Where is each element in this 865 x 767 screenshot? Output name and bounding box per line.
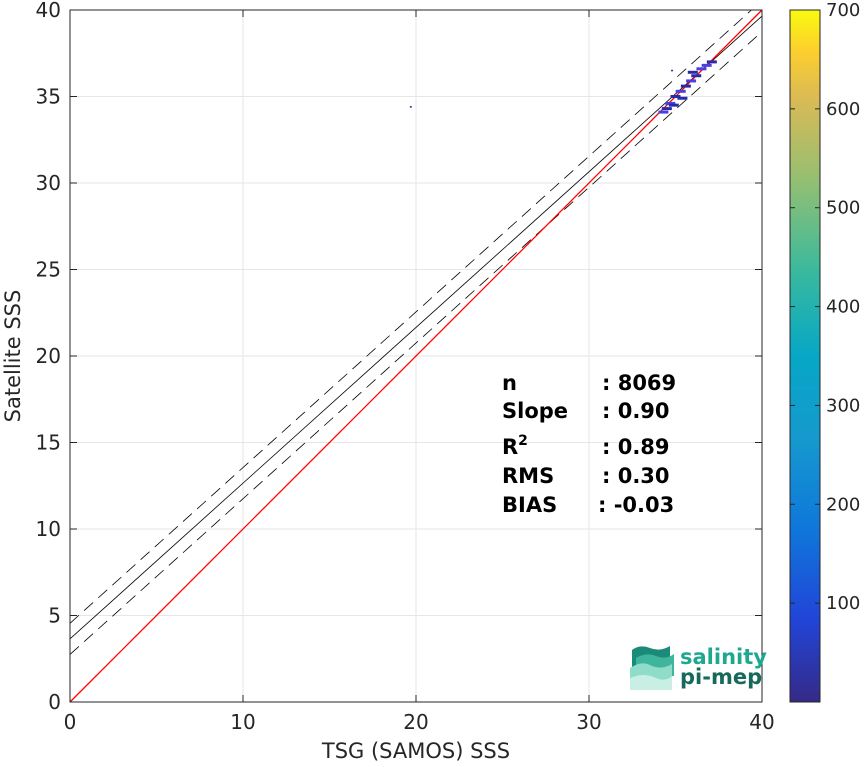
scatter-point [677,96,688,100]
stat-value: : 8069 [602,371,676,395]
scatter-point [670,95,681,98]
fit-line [69,15,763,640]
stat-label: BIAS [502,493,557,517]
y-tick-label: 25 [36,258,61,282]
x-tick-label: 10 [230,710,255,734]
identity-line-group [69,9,763,703]
y-tick-label: 0 [48,690,61,714]
x-tick-label: 0 [64,710,77,734]
stat-value: : 0.30 [602,464,670,488]
colorbar-tick-label: 200 [826,494,860,515]
y-tick-label: 10 [36,517,61,541]
x-tick-label: 40 [749,710,774,734]
colorbar-tick-label: 400 [826,297,860,318]
salinity-pi-mep-logo: salinity pi-mep [630,645,767,690]
fit-lines [69,9,763,655]
colorbar-tick-label: 600 [826,99,860,120]
y-tick-label: 20 [36,344,61,368]
axis-ticks: 0 10 20 30 40 0 5 10 15 20 25 30 35 40 [36,0,775,734]
y-tick-label: 15 [36,431,61,455]
scatter-point [680,84,691,88]
scatter-point [671,69,674,72]
scatter-point [665,101,676,105]
colorbar [789,9,821,703]
scatter-point [658,110,669,114]
scatter-point [686,79,697,83]
scatter-point [661,107,672,111]
scatter-point [668,103,679,107]
y-axis-label: Satellite SSS [1,290,25,423]
x-tick-label: 20 [403,710,428,734]
x-tick-label: 30 [576,710,601,734]
scatter-point [691,74,702,78]
scatter-points [409,60,717,114]
y-tick-label: 35 [36,85,61,109]
y-tick-label: 30 [36,171,61,195]
scatter-point [409,106,412,108]
colorbar-tick-label: 700 [826,0,860,21]
stat-label-superscript: 2 [518,433,528,449]
identity-line [69,9,763,703]
y-tick-label: 5 [48,604,61,628]
stat-value: : 0.90 [602,399,670,423]
fit-band-upper [69,9,752,624]
y-tick-label: 40 [36,0,61,22]
scatter-point [701,63,712,67]
stats-box: n : 8069 Slope : 0.90 R2 : 0.89 RMS : 0.30 BIAS:… [502,371,676,517]
scatter-point [706,60,717,64]
colorbar-tick-label: 300 [826,395,860,416]
scatter-point [696,67,707,71]
logo-waves-icon [630,646,674,690]
stat-label: Slope [502,399,568,423]
logo-text-salinity: salinity [680,645,767,669]
fit-band-lower [69,31,763,655]
colorbar-tick-label: 100 [826,593,860,614]
stat-label: n [502,371,517,395]
stat-label: RMS [502,464,554,488]
logo-text-pi-mep: pi-mep [680,665,762,689]
stat-label: R2 [502,433,528,459]
scatter-point [687,70,698,74]
colorbar-tick-label: 500 [826,198,860,219]
stat-value: : -0.03 [598,493,674,517]
x-axis-label: TSG (SAMOS) SSS [321,739,510,763]
scatter-point [675,89,686,93]
stat-value: : 0.89 [602,435,670,459]
colorbar-ticks: 100 200 300 400 500 600 700 [790,0,860,614]
